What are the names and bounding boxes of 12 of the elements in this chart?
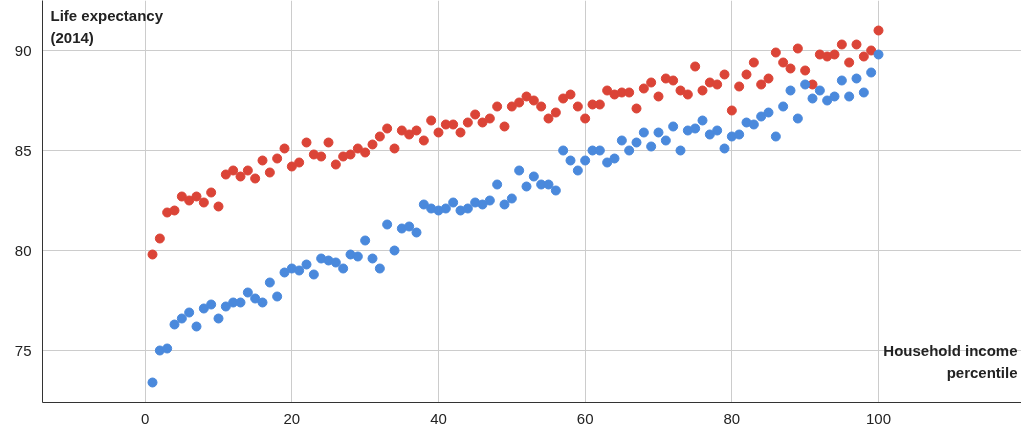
y-tick-label: 80 [14, 241, 32, 259]
x-tick-label: 80 [723, 409, 741, 427]
x-axis-title: Household income percentile [883, 342, 1018, 381]
x-tick-label: 0 [141, 409, 150, 427]
y-tick-label: 85 [14, 141, 32, 159]
x-tick-label: 60 [576, 409, 594, 427]
x-tick-label: 40 [430, 409, 447, 427]
x-tick-label: 100 [865, 409, 892, 427]
y-tick-label: 75 [14, 341, 32, 359]
x-tick-label: 20 [283, 409, 301, 427]
y-axis-title: Life expectancy (2014) [50, 6, 164, 46]
y-tick-label: 90 [14, 41, 32, 59]
